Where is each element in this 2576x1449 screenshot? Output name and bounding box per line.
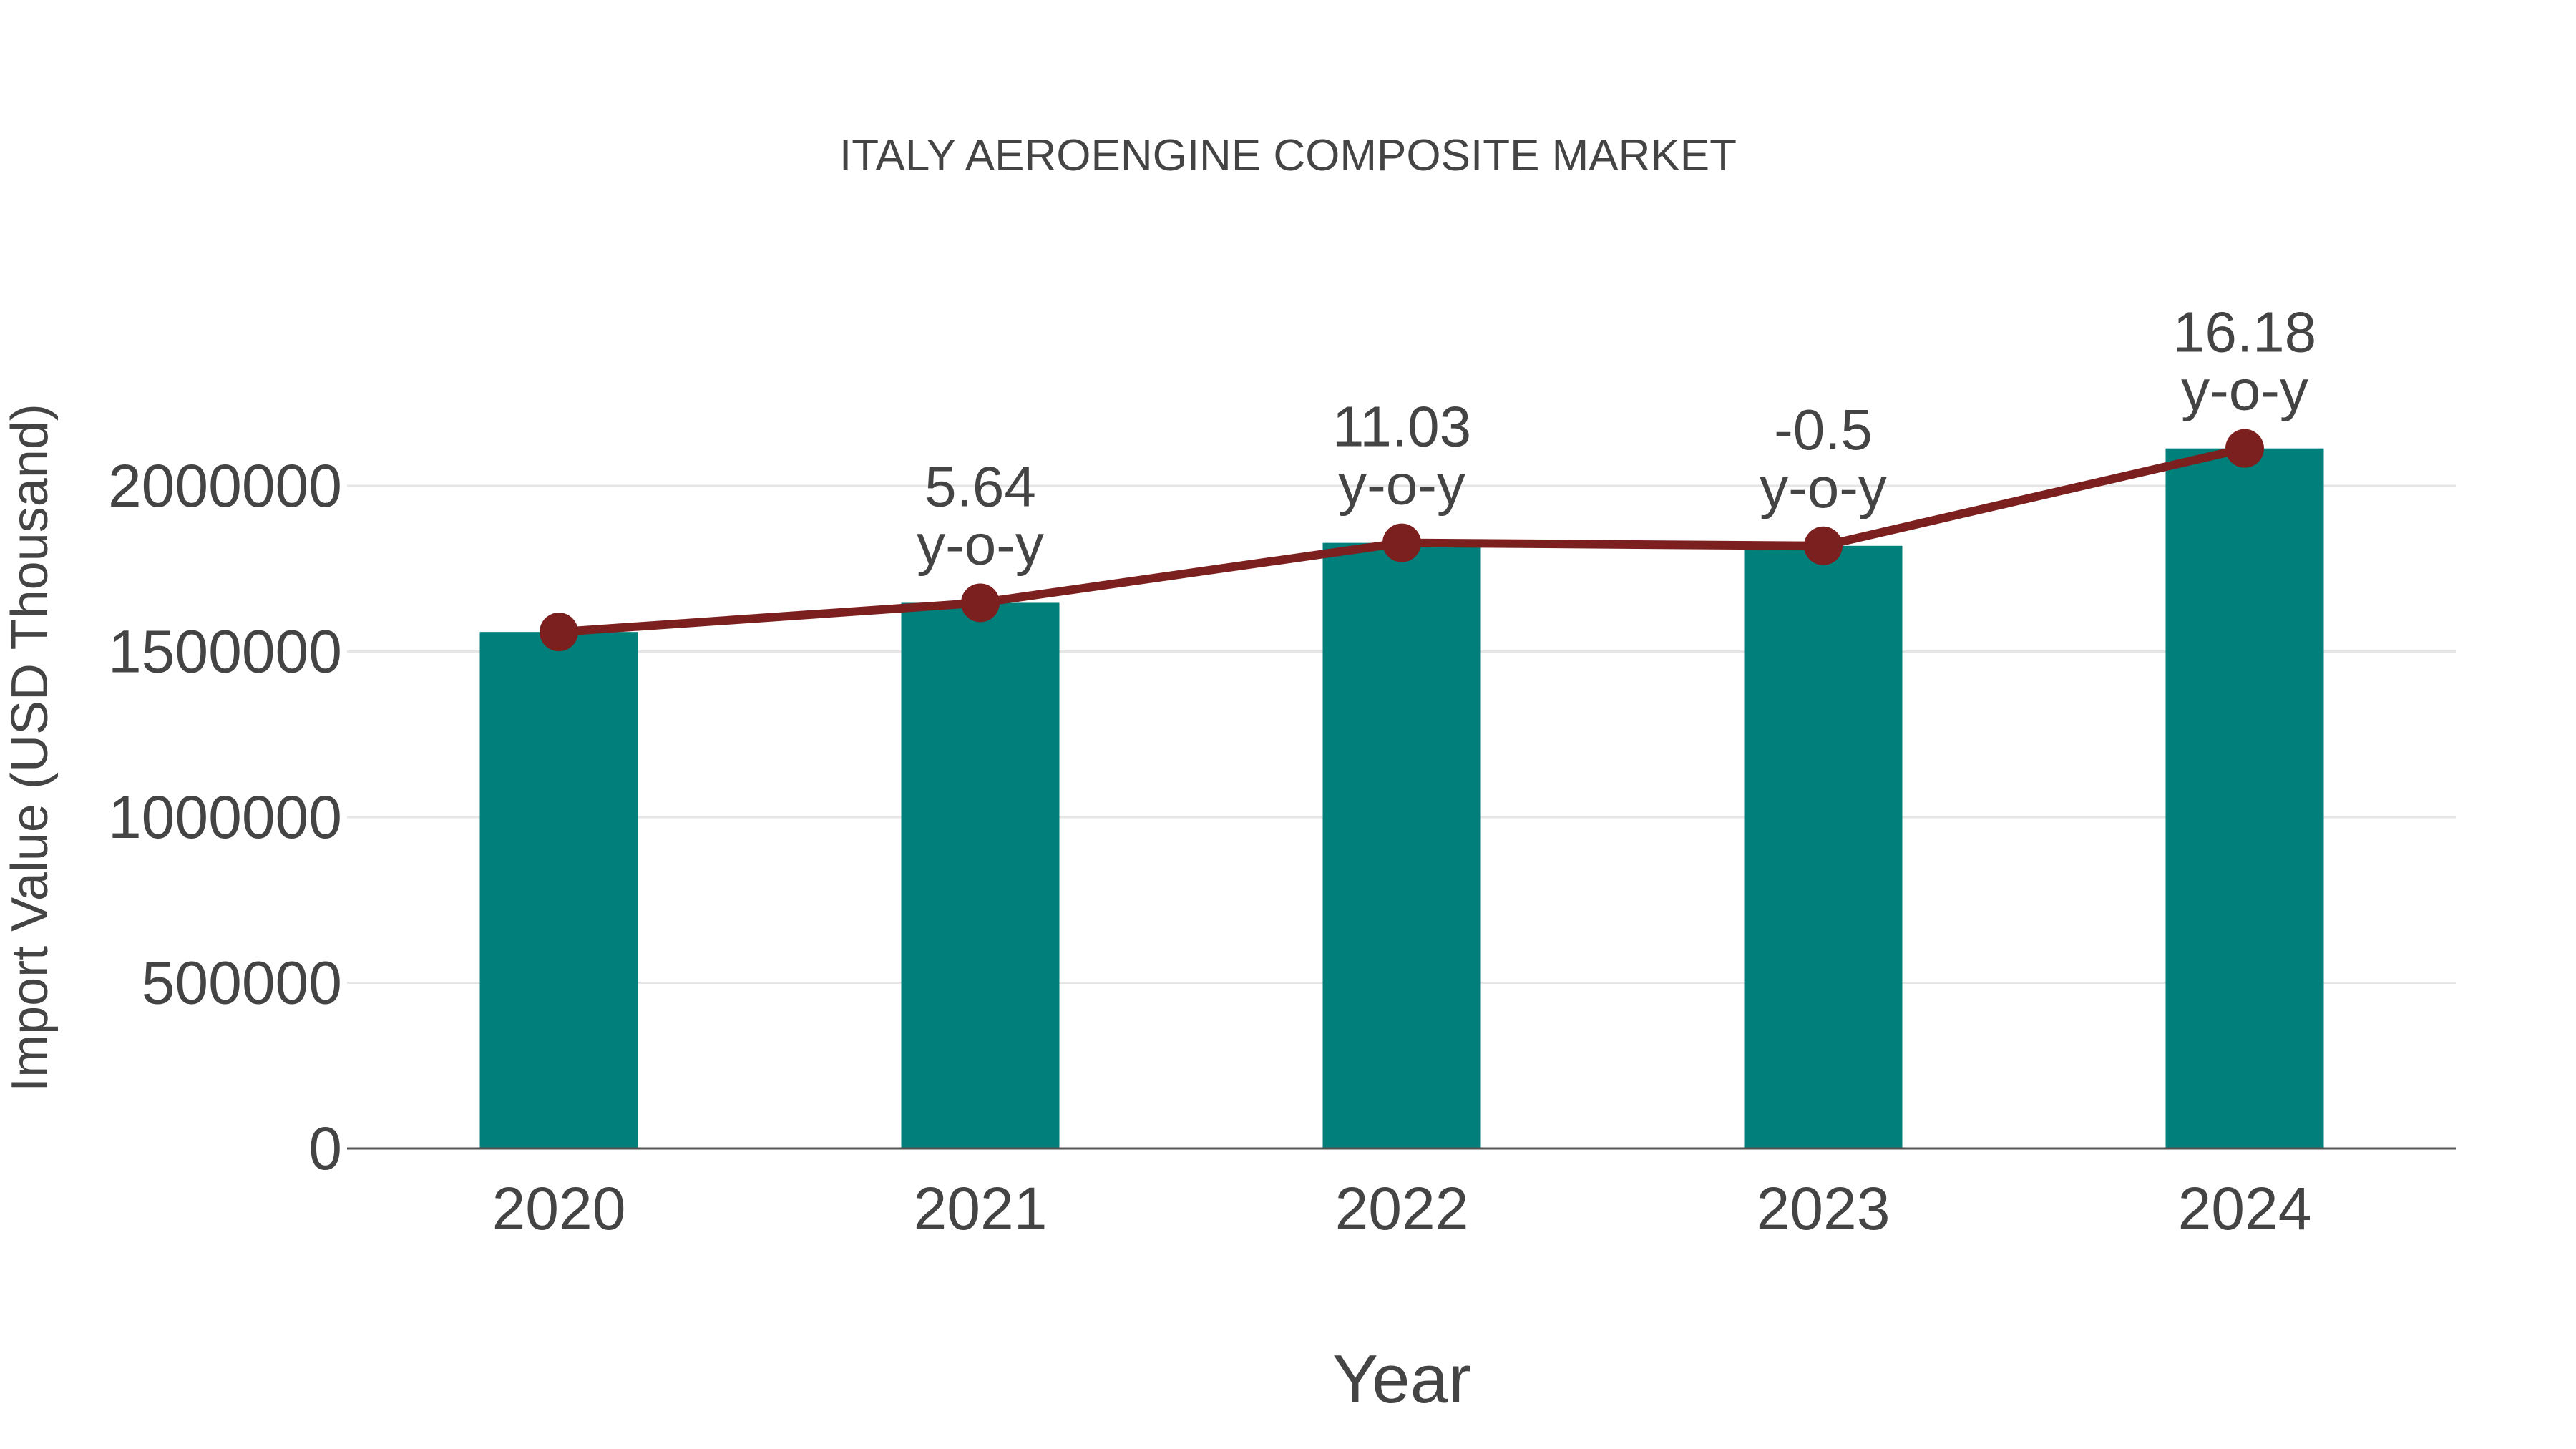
yoy-value: 11.03 — [1332, 395, 1471, 459]
bar-series — [479, 448, 2324, 1148]
yoy-suffix: y-o-y — [917, 512, 1044, 576]
line-marker — [2225, 429, 2264, 468]
y-tick-label: 500000 — [142, 950, 342, 1017]
x-tick-label: 2020 — [492, 1175, 626, 1242]
bar-2022 — [1322, 542, 1481, 1148]
bar-2021 — [901, 602, 1060, 1148]
bar-2020 — [479, 632, 638, 1148]
yoy-value: 16.18 — [2173, 301, 2316, 364]
yoy-suffix: y-o-y — [1338, 453, 1465, 517]
chart-title: ITALY AEROENGINE COMPOSITE MARKET — [839, 131, 1737, 180]
x-tick-label: 2021 — [914, 1175, 1048, 1242]
x-tick-label: 2023 — [1757, 1175, 1890, 1242]
x-tick-label: 2022 — [1335, 1175, 1469, 1242]
x-axis-title: Year — [1332, 1341, 1471, 1418]
line-marker — [540, 613, 578, 652]
y-axis-ticks: 0 500000 1000000 1500000 2000000 — [108, 452, 342, 1182]
yoy-value: -0.5 — [1774, 398, 1873, 462]
y-tick-label: 1500000 — [108, 618, 342, 686]
y-tick-label: 0 — [308, 1115, 342, 1182]
x-axis-ticks: 2020 2021 2022 2023 2024 — [492, 1175, 2312, 1242]
yoy-suffix: y-o-y — [2181, 358, 2308, 422]
line-marker — [961, 583, 1000, 623]
line-series — [540, 429, 2264, 652]
bar-2024 — [2165, 448, 2324, 1148]
bar-2023 — [1744, 545, 1903, 1148]
yoy-suffix: y-o-y — [1760, 456, 1887, 519]
yoy-value: 5.64 — [924, 454, 1036, 518]
x-tick-label: 2024 — [2178, 1175, 2312, 1242]
y-tick-label: 2000000 — [108, 452, 342, 519]
yoy-annotations: 5.64y-o-y11.03y-o-y-0.5y-o-y16.18y-o-y — [917, 301, 2316, 577]
y-axis-title: Import Value (USD Thousand) — [1, 404, 59, 1092]
line-marker — [1804, 526, 1843, 565]
y-tick-label: 1000000 — [108, 784, 342, 851]
line-marker — [1382, 523, 1421, 562]
